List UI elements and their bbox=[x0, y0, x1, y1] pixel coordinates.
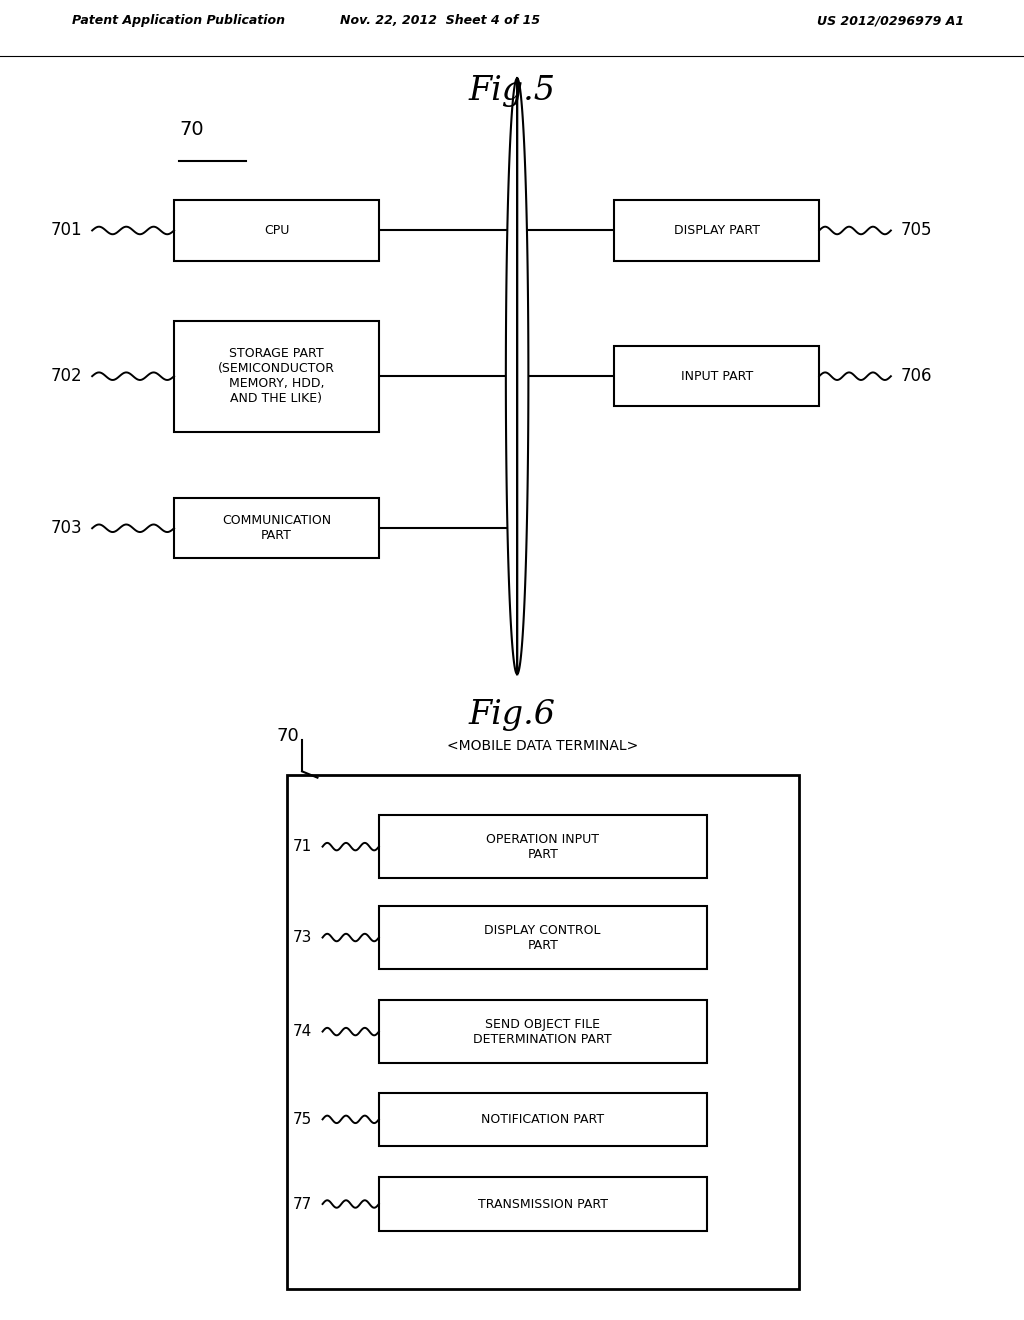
Text: 74: 74 bbox=[293, 1024, 312, 1039]
Text: 73: 73 bbox=[293, 931, 312, 945]
Text: 77: 77 bbox=[293, 1196, 312, 1212]
Text: 701: 701 bbox=[50, 222, 82, 239]
Bar bbox=[379, 816, 707, 878]
Text: Patent Application Publication: Patent Application Publication bbox=[72, 15, 285, 28]
Text: DISPLAY PART: DISPLAY PART bbox=[674, 224, 760, 238]
Text: NOTIFICATION PART: NOTIFICATION PART bbox=[481, 1113, 604, 1126]
Bar bbox=[379, 1001, 707, 1063]
Bar bbox=[174, 321, 379, 432]
Text: US 2012/0296979 A1: US 2012/0296979 A1 bbox=[817, 15, 965, 28]
Text: 702: 702 bbox=[50, 367, 82, 385]
Text: Fig.6: Fig.6 bbox=[469, 700, 555, 731]
Text: 70: 70 bbox=[179, 120, 204, 139]
Bar bbox=[379, 1177, 707, 1230]
Text: Fig.5: Fig.5 bbox=[469, 75, 555, 107]
Polygon shape bbox=[506, 78, 528, 675]
Text: 75: 75 bbox=[293, 1111, 312, 1127]
Text: 70: 70 bbox=[276, 727, 299, 746]
Text: INPUT PART: INPUT PART bbox=[681, 370, 753, 383]
Text: SEND OBJECT FILE
DETERMINATION PART: SEND OBJECT FILE DETERMINATION PART bbox=[473, 1018, 612, 1045]
Bar bbox=[614, 346, 819, 407]
Text: STORAGE PART
(SEMICONDUCTOR
MEMORY, HDD,
AND THE LIKE): STORAGE PART (SEMICONDUCTOR MEMORY, HDD,… bbox=[218, 347, 335, 405]
Text: <MOBILE DATA TERMINAL>: <MOBILE DATA TERMINAL> bbox=[447, 739, 638, 752]
Text: 705: 705 bbox=[901, 222, 933, 239]
Text: 71: 71 bbox=[293, 840, 312, 854]
Bar bbox=[174, 201, 379, 260]
Text: DISPLAY CONTROL
PART: DISPLAY CONTROL PART bbox=[484, 924, 601, 952]
Text: TRANSMISSION PART: TRANSMISSION PART bbox=[478, 1197, 607, 1210]
Text: 703: 703 bbox=[50, 519, 82, 537]
Text: OPERATION INPUT
PART: OPERATION INPUT PART bbox=[486, 833, 599, 861]
Bar bbox=[287, 775, 799, 1288]
Text: 706: 706 bbox=[901, 367, 933, 385]
Bar bbox=[379, 907, 707, 969]
Bar bbox=[614, 201, 819, 260]
Text: CPU: CPU bbox=[264, 224, 289, 238]
Bar bbox=[379, 1093, 707, 1146]
Bar bbox=[174, 498, 379, 558]
Text: COMMUNICATION
PART: COMMUNICATION PART bbox=[222, 515, 331, 543]
Text: Nov. 22, 2012  Sheet 4 of 15: Nov. 22, 2012 Sheet 4 of 15 bbox=[340, 15, 541, 28]
